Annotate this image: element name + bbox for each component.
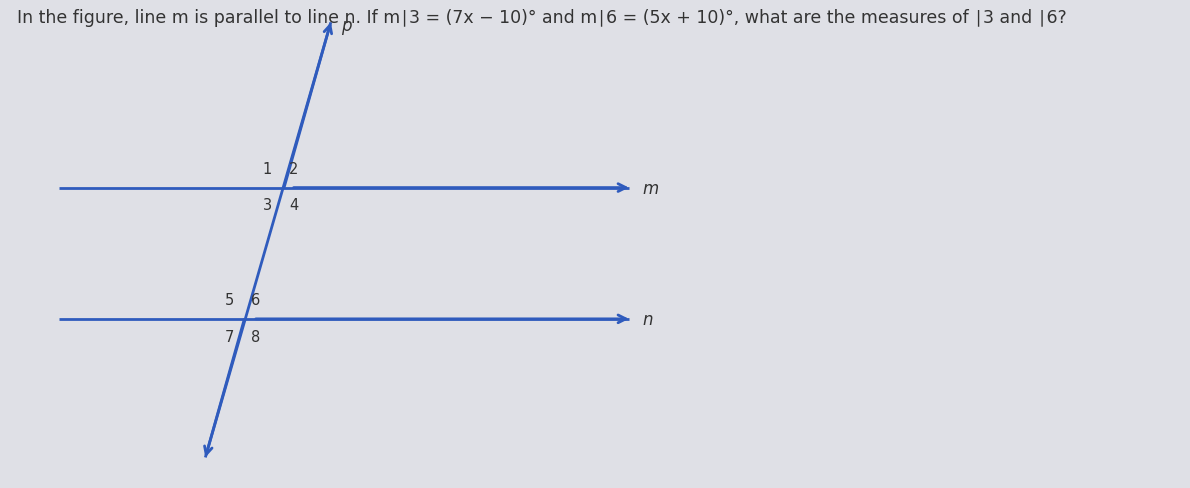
Text: p: p [342, 18, 352, 35]
Text: m: m [643, 179, 659, 197]
Text: 3: 3 [263, 198, 271, 213]
Text: 4: 4 [289, 198, 298, 213]
Text: 5: 5 [225, 292, 234, 307]
Text: 7: 7 [225, 329, 234, 344]
Text: 8: 8 [251, 329, 261, 344]
Text: n: n [643, 310, 653, 328]
Text: 6: 6 [251, 292, 261, 307]
Text: 2: 2 [289, 161, 299, 176]
Text: In the figure, line m is parallel to line n. If m∣3 = (7x − 10)° and m∣6 = (5x +: In the figure, line m is parallel to lin… [17, 9, 1066, 27]
Text: 1: 1 [263, 161, 271, 176]
